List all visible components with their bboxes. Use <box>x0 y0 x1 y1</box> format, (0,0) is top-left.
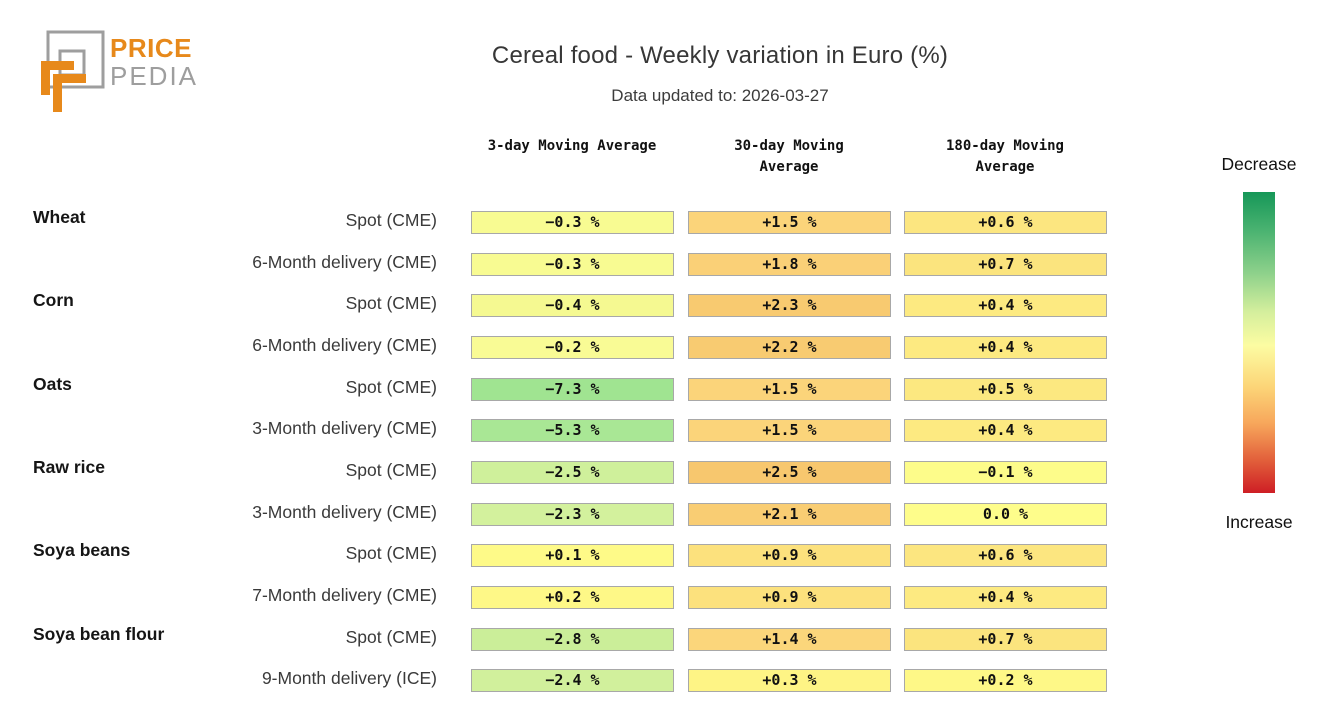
row-label: Spot (CME) <box>345 627 437 647</box>
heatmap-cell: +1.4 % <box>688 628 891 651</box>
column-header: 3-day Moving Average <box>487 138 657 154</box>
column-header: 180-day Moving Average <box>945 138 1064 175</box>
heatmap-cell: −2.5 % <box>471 461 674 484</box>
heatmap-cell: +0.2 % <box>904 669 1107 692</box>
heatmap-cell: +0.6 % <box>904 544 1107 567</box>
heatmap-cell: +0.4 % <box>904 336 1107 359</box>
heatmap-cell: −5.3 % <box>471 419 674 442</box>
heatmap-cell: +0.4 % <box>904 294 1107 317</box>
heatmap-cell: +1.5 % <box>688 419 891 442</box>
row-label: 9-Month delivery (ICE) <box>261 668 437 688</box>
heatmap-cell: +1.5 % <box>688 211 891 234</box>
heatmap-cell: +0.5 % <box>904 378 1107 401</box>
row-label: 3-Month delivery (CME) <box>252 502 437 522</box>
heatmap-cell: −2.3 % <box>471 503 674 526</box>
heatmap-cell: 0.0 % <box>904 503 1107 526</box>
commodity-group-label: Corn <box>33 290 74 310</box>
heatmap-cell: +0.7 % <box>904 253 1107 276</box>
legend-gradient-bar <box>1243 192 1275 493</box>
legend-decrease-label: Decrease <box>1221 154 1297 174</box>
heatmap-cell: −0.3 % <box>471 253 674 276</box>
heatmap-cell: −2.8 % <box>471 628 674 651</box>
row-label: Spot (CME) <box>345 543 437 563</box>
heatmap-cell: −0.2 % <box>471 336 674 359</box>
row-label: Spot (CME) <box>345 210 437 230</box>
commodity-group-label: Soya bean flour <box>33 624 165 644</box>
heatmap-cell: +0.4 % <box>904 419 1107 442</box>
heatmap-cell: +2.1 % <box>688 503 891 526</box>
heatmap-cell: −2.4 % <box>471 669 674 692</box>
heatmap-cell: −0.3 % <box>471 211 674 234</box>
commodity-group-label: Raw rice <box>33 457 105 477</box>
logo-orange-bracket-outer <box>41 61 74 95</box>
pricepedia-logo-icon: PRICE PEDIA <box>41 30 198 112</box>
commodity-group-label: Wheat <box>33 207 86 227</box>
heatmap-cell: +0.9 % <box>688 586 891 609</box>
heatmap-cell: +0.7 % <box>904 628 1107 651</box>
heatmap-cell: +0.1 % <box>471 544 674 567</box>
heatmap-cell: +0.3 % <box>688 669 891 692</box>
heatmap-cell: +2.3 % <box>688 294 891 317</box>
commodity-group-label: Oats <box>33 374 72 394</box>
logo-text-price: PRICE <box>110 33 192 63</box>
heatmap-cell: −0.4 % <box>471 294 674 317</box>
chart-title: Cereal food - Weekly variation in Euro (… <box>491 42 949 69</box>
heatmap-cell: +0.2 % <box>471 586 674 609</box>
heatmap-cell: +0.9 % <box>688 544 891 567</box>
row-label: 3-Month delivery (CME) <box>252 418 437 438</box>
heatmap-cell: +2.5 % <box>688 461 891 484</box>
row-label: Spot (CME) <box>345 460 437 480</box>
row-label: 6-Month delivery (CME) <box>252 335 437 355</box>
row-label: Spot (CME) <box>345 293 437 313</box>
chart-subtitle: Data updated to: 2026-03-27 <box>611 86 829 105</box>
logo-text-pedia: PEDIA <box>110 61 198 91</box>
row-label: 6-Month delivery (CME) <box>252 252 437 272</box>
heatmap-cell: −0.1 % <box>904 461 1107 484</box>
heatmap-cell: +0.4 % <box>904 586 1107 609</box>
row-label: Spot (CME) <box>345 377 437 397</box>
pricepedia-logo: PRICE PEDIA <box>40 30 200 118</box>
heatmap-cell: +2.2 % <box>688 336 891 359</box>
heatmap-cell: +0.6 % <box>904 211 1107 234</box>
column-header: 30-day Moving Average <box>734 138 844 175</box>
row-label: 7-Month delivery (CME) <box>252 585 437 605</box>
heatmap-cell: −7.3 % <box>471 378 674 401</box>
heatmap-cell: +1.5 % <box>688 378 891 401</box>
heatmap-cell: +1.8 % <box>688 253 891 276</box>
logo-orange-bracket-inner <box>53 74 86 112</box>
legend-increase-label: Increase <box>1225 512 1293 532</box>
commodity-group-label: Soya beans <box>33 540 131 560</box>
logo-outer-square <box>46 30 105 89</box>
